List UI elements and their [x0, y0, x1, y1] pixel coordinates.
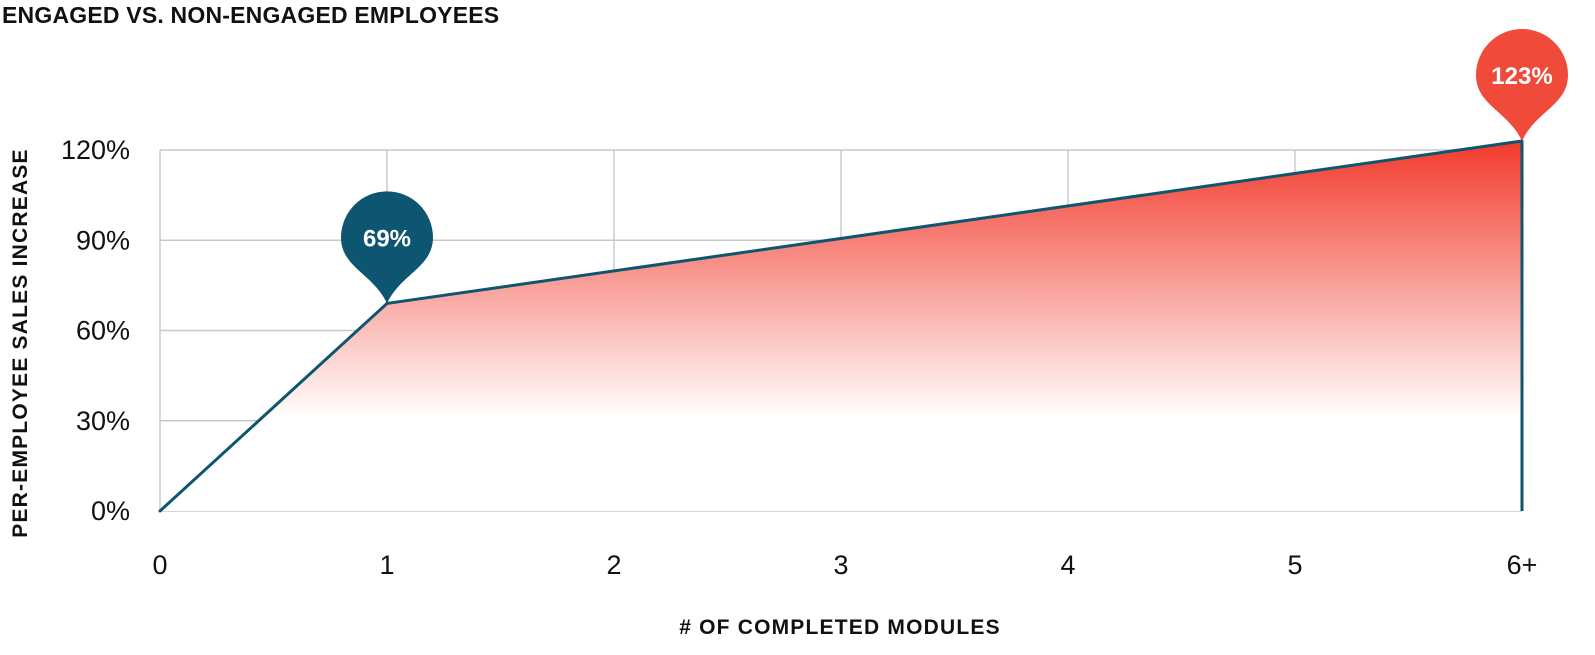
series-point [158, 509, 162, 513]
area-layer [160, 140, 1522, 511]
annotation-label: 69% [363, 225, 411, 252]
chart-title: ENGAGED VS. NON-ENGAGED EMPLOYEES [2, 2, 500, 28]
x-tick-label: 1 [379, 550, 394, 580]
x-tick-label: 3 [833, 550, 848, 580]
y-tick-label: 90% [76, 225, 130, 255]
x-tick-label: 2 [606, 550, 621, 580]
x-tick-label: 4 [1060, 550, 1075, 580]
annotation-pin [341, 191, 433, 304]
y-tick-label: 120% [61, 135, 130, 165]
x-tick-label: 6+ [1507, 550, 1538, 580]
y-axis-label: PER-EMPLOYEE SALES INCREASE [9, 148, 32, 537]
area-fill [160, 140, 1522, 511]
y-tick-label: 30% [76, 406, 130, 436]
annotation-label: 123% [1491, 63, 1552, 90]
y-tick-label: 0% [91, 496, 130, 526]
x-tick-label: 0 [152, 550, 167, 580]
annotation-markers: 69% 123% [341, 28, 1568, 304]
x-tick-label: 5 [1287, 550, 1302, 580]
tick-labels: 0% 30% 60% 90% 120% 0 1 2 3 4 5 6+ [61, 135, 1537, 580]
y-tick-label: 60% [76, 316, 130, 346]
x-axis-label: # OF COMPLETED MODULES [679, 616, 1001, 639]
annotation-pin [1476, 28, 1568, 141]
